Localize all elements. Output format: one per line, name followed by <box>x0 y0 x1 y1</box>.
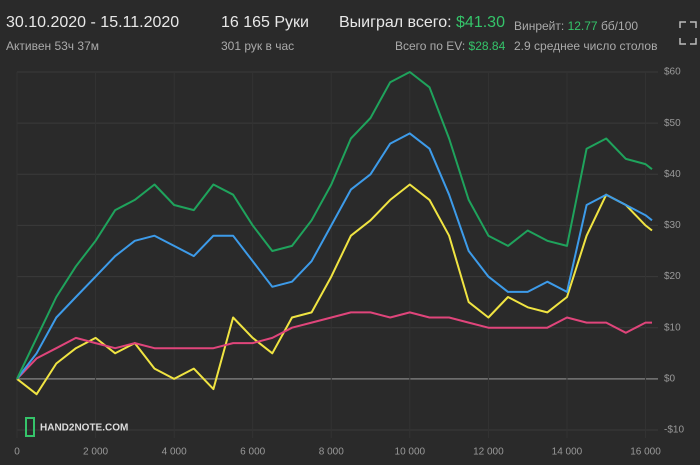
y-tick-label: $40 <box>664 169 681 180</box>
series-line <box>16 311 652 380</box>
series-line <box>16 183 653 396</box>
x-tick-label: 14 000 <box>552 447 583 458</box>
winrate-value: 12.77 <box>567 19 598 33</box>
x-tick-label: 4 000 <box>162 447 187 458</box>
series-line <box>16 132 653 380</box>
y-tick-label: $10 <box>664 322 681 333</box>
active-time: Активен 53ч 37м <box>6 39 99 53</box>
y-tick-label: $30 <box>664 220 681 231</box>
y-tick-label: $20 <box>664 271 681 282</box>
y-tick-label: $60 <box>664 67 681 78</box>
series-line <box>16 71 653 380</box>
winrate-label: Винрейт: <box>514 19 565 33</box>
y-tick-label: $0 <box>664 373 676 384</box>
ev-total: Всего по EV: $28.84 <box>395 39 505 53</box>
x-tick-label: 6 000 <box>240 447 265 458</box>
won-total: Выиграл всего: $41.30 <box>339 14 505 32</box>
winrate: Винрейт: 12.77 бб/100 <box>514 19 638 33</box>
winrate-unit: бб/100 <box>600 19 639 33</box>
x-tick-label: 16 000 <box>630 447 661 458</box>
tables: 2.9 среднее число столов <box>514 39 658 53</box>
watermark: HAND2NOTE.COM <box>40 423 128 434</box>
won-label: Выиграл всего: <box>339 14 452 31</box>
x-tick-label: 10 000 <box>395 447 426 458</box>
logo <box>25 417 35 437</box>
x-tick-label: 8 000 <box>319 447 344 458</box>
y-tick-label: $50 <box>664 118 681 129</box>
ev-label: Всего по EV: <box>395 39 466 53</box>
x-tick-label: 12 000 <box>473 447 504 458</box>
expand-icon[interactable] <box>679 21 697 45</box>
date-range: 30.10.2020 - 15.11.2020 <box>6 14 180 31</box>
y-tick-label: -$10 <box>664 425 684 436</box>
won-value: $41.30 <box>456 14 505 31</box>
x-tick-label: 2 000 <box>83 447 108 458</box>
ev-value: $28.84 <box>468 39 506 53</box>
x-tick-label: 0 <box>14 447 20 458</box>
hands-per-hour: 301 рук в час <box>221 39 295 53</box>
hands: 16 165 Руки <box>221 14 309 31</box>
